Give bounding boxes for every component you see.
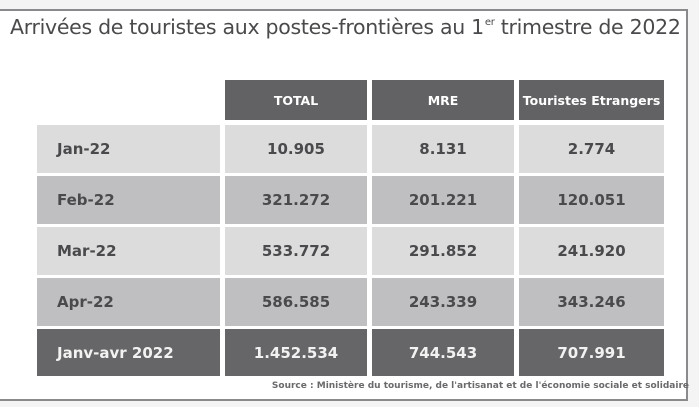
row-label-feb: Feb-22: [37, 176, 220, 224]
cell-total-feb: 321.272: [225, 176, 367, 224]
header-total: TOTAL: [225, 80, 367, 120]
title-text: Arrivées de touristes aux postes-frontiè…: [10, 15, 484, 39]
cell-te-sum: 707.991: [519, 329, 664, 376]
cell-te-apr: 343.246: [519, 278, 664, 326]
row-label-mar: Mar-22: [37, 227, 220, 275]
row-label-total: Janv-avr 2022: [37, 329, 220, 376]
table-title: Arrivées de touristes aux postes-frontiè…: [10, 15, 681, 39]
cell-total-sum: 1.452.534: [225, 329, 367, 376]
cell-total-jan: 10.905: [225, 125, 367, 173]
title-suffix: trimestre de 2022: [494, 15, 681, 39]
cell-total-mar: 533.772: [225, 227, 367, 275]
row-label-apr: Apr-22: [37, 278, 220, 326]
header-mre: MRE: [372, 80, 514, 120]
cell-te-jan: 2.774: [519, 125, 664, 173]
cell-te-feb: 120.051: [519, 176, 664, 224]
cell-mre-apr: 243.339: [372, 278, 514, 326]
cell-te-mar: 241.920: [519, 227, 664, 275]
source-note: Source : Ministère du tourisme, de l'art…: [271, 381, 689, 391]
row-label-jan: Jan-22: [37, 125, 220, 173]
cell-mre-mar: 291.852: [372, 227, 514, 275]
cell-mre-sum: 744.543: [372, 329, 514, 376]
cell-total-apr: 586.585: [225, 278, 367, 326]
cell-mre-jan: 8.131: [372, 125, 514, 173]
cell-mre-feb: 201.221: [372, 176, 514, 224]
title-superscript: er: [484, 17, 495, 28]
header-touristes-etrangers: Touristes Etrangers: [519, 80, 664, 120]
